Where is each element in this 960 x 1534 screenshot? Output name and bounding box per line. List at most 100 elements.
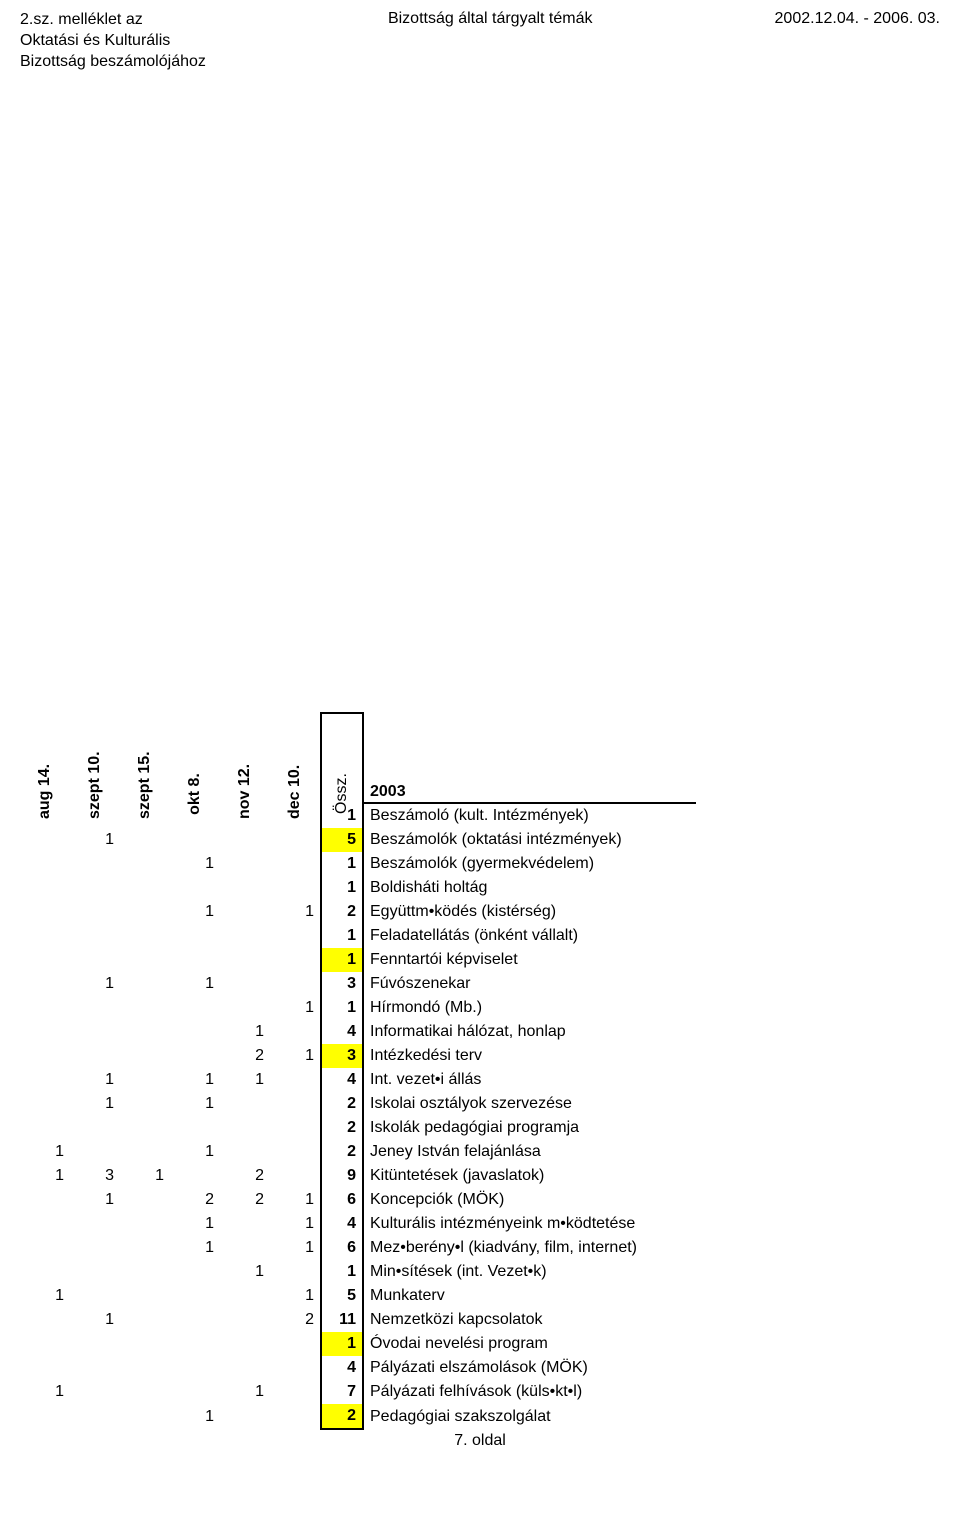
table-cell [220,996,270,1020]
table-cell [20,996,70,1020]
table-cell [120,1284,170,1308]
table-cell [120,852,170,876]
table-cell [120,828,170,852]
table-cell [70,1284,120,1308]
table-cell [20,1020,70,1044]
table-cell [120,1068,170,1092]
table-cell: 3 [70,1164,120,1188]
column-header: dec 10. [270,713,321,803]
table-cell-total: 3 [321,1044,363,1068]
table-cell: 1 [70,1308,120,1332]
table-cell: 1 [270,1236,321,1260]
column-header-total: Össz. [321,713,363,803]
table-row: 1211Nemzetközi kapcsolatok [20,1308,696,1332]
table-row: 15Beszámolók (oktatási intézmények) [20,828,696,852]
table-row: 1Boldisháti holtág [20,876,696,900]
table-cell [120,948,170,972]
table-cell [70,1116,120,1140]
table-row: 115Munkaterv [20,1284,696,1308]
table-cell: 1 [170,1236,220,1260]
table-cell [220,1356,270,1380]
table-cell-label: Mez•berény•l (kiadvány, film, internet) [363,1236,696,1260]
table-cell [120,1308,170,1332]
table-cell [220,1332,270,1356]
table-cell-total: 2 [321,1404,363,1429]
table-cell-total: 3 [321,972,363,996]
table-cell [120,1332,170,1356]
column-header: szept 15. [120,713,170,803]
table-cell-label: Kulturális intézményeink m•ködtetése [363,1212,696,1236]
table-cell-total: 2 [321,900,363,924]
table-row: 112Együttm•ködés (kistérség) [20,900,696,924]
table-cell-label: Jeney István felajánlása [363,1140,696,1164]
table-cell [220,972,270,996]
table-row: 11Beszámolók (gyermekvédelem) [20,852,696,876]
table-cell: 1 [20,1380,70,1404]
table-cell [120,1188,170,1212]
table-cell: 2 [220,1164,270,1188]
table-cell: 1 [170,1068,220,1092]
table-cell [20,924,70,948]
table-cell [170,1284,220,1308]
table-cell [120,1116,170,1140]
table-row: 1Óvodai nevelési program [20,1332,696,1356]
table-cell [220,924,270,948]
table-cell [220,1092,270,1116]
table-cell-label: Beszámolók (gyermekvédelem) [363,852,696,876]
table-cell [220,1308,270,1332]
table-row: 213Intézkedési terv [20,1044,696,1068]
header-left: 2.sz. melléklet az Oktatási és Kulturáli… [20,10,206,72]
table-row: 112Iskolai osztályok szervezése [20,1092,696,1116]
table-cell [120,924,170,948]
table-cell [270,1164,321,1188]
table-cell-total: 6 [321,1236,363,1260]
table-cell [170,1332,220,1356]
table-cell: 1 [170,852,220,876]
table-cell [170,924,220,948]
table-cell [220,852,270,876]
table-cell-total: 1 [321,1332,363,1356]
table-cell-total: 11 [321,1308,363,1332]
table-cell [20,1356,70,1380]
table-cell [70,852,120,876]
table-cell [220,900,270,924]
table-cell: 1 [170,1140,220,1164]
table-cell [20,1116,70,1140]
table-cell-label: Együttm•ködés (kistérség) [363,900,696,924]
table-cell [270,1380,321,1404]
table-cell-label: Pályázati felhívások (küls•kt•l) [363,1380,696,1404]
table-cell [270,1140,321,1164]
table-cell [20,1092,70,1116]
column-header-year: 2003 [363,713,696,803]
table-cell [20,1404,70,1429]
table-cell [220,1236,270,1260]
table-cell [270,852,321,876]
table-cell: 1 [170,1404,220,1429]
table-cell [20,972,70,996]
table-cell [120,1092,170,1116]
table-cell [270,828,321,852]
table-cell [20,1260,70,1284]
table-row: 11Hírmondó (Mb.) [20,996,696,1020]
table-row: 4Pályázati elszámolások (MÖK) [20,1356,696,1380]
table-cell: 1 [20,1164,70,1188]
table-cell: 1 [270,900,321,924]
table-cell-label: Pedagógiai szakszolgálat [363,1404,696,1429]
table-cell [220,828,270,852]
table-cell-total: 6 [321,1188,363,1212]
table-cell: 1 [70,1188,120,1212]
table-cell: 1 [270,1212,321,1236]
table-cell [120,1236,170,1260]
table-cell [70,1332,120,1356]
table-cell-label: Intézkedési terv [363,1044,696,1068]
table-cell [220,948,270,972]
table-cell [20,1212,70,1236]
table-cell-total: 9 [321,1164,363,1188]
table-cell: 1 [170,1092,220,1116]
table-cell-total: 5 [321,1284,363,1308]
table-cell [270,1404,321,1429]
table-cell [220,1140,270,1164]
table-cell-total: 4 [321,1020,363,1044]
table-cell-total: 4 [321,1212,363,1236]
table-cell-total: 2 [321,1116,363,1140]
